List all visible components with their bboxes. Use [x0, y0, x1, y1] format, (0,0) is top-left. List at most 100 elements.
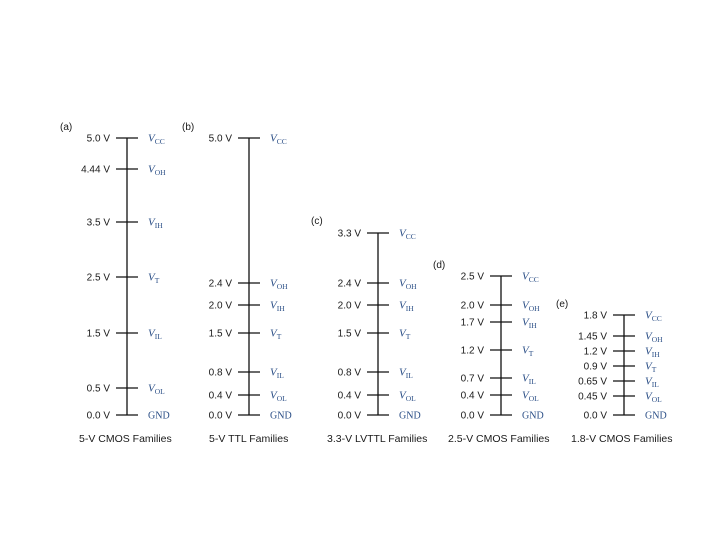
family-b-vol-label: VOL	[270, 390, 287, 404]
family-b-vcc-label: VCC	[270, 133, 287, 147]
family-a-vt-label: VT	[148, 272, 160, 286]
family-c-vcc-voltage: 3.3 V	[338, 229, 362, 240]
family-a-vih-label: VIH	[148, 217, 163, 231]
family-e-vih-voltage: 1.2 V	[584, 347, 608, 358]
family-a-vcc-label: VCC	[148, 133, 165, 147]
family-a-vih-symbol: V	[148, 217, 156, 229]
family-e-vt-voltage: 0.9 V	[584, 362, 608, 373]
family-d-voh-voltage: 2.0 V	[461, 301, 485, 312]
family-d-vil-label: VIL	[522, 373, 536, 387]
family-b-vil-label: VIL	[270, 367, 284, 381]
family-a-voh-subscript: OH	[155, 168, 166, 177]
family-e-vil-label: VIL	[645, 376, 659, 390]
family-e-vcc-symbol: V	[645, 310, 653, 322]
family-d-vcc-voltage: 2.5 V	[461, 272, 485, 283]
family-d-vih-voltage: 1.7 V	[461, 318, 485, 329]
family-a-voh-label: VOH	[148, 164, 166, 178]
family-c-voh-symbol: V	[399, 278, 407, 290]
family-a-vil-label: VIL	[148, 328, 162, 342]
family-e-voh-subscript: OH	[652, 335, 663, 344]
family-a-vol-label: VOL	[148, 383, 165, 397]
family-e-vol-subscript: OL	[652, 395, 662, 404]
family-c-vih-subscript: IH	[406, 304, 414, 313]
family-c-vol-symbol: V	[399, 390, 407, 402]
family-a-vt-subscript: T	[155, 276, 160, 285]
family-b-vt-subscript: T	[277, 332, 282, 341]
family-e-vih-label: VIH	[645, 346, 660, 360]
family-e-vt-label: VT	[645, 361, 657, 375]
family-c-vih-voltage: 2.0 V	[338, 301, 362, 312]
family-b-vcc-subscript: CC	[277, 137, 287, 146]
family-d-vol-subscript: OL	[529, 394, 539, 403]
family-e-tag: (e)	[556, 299, 568, 310]
family-c-vil-symbol: V	[399, 367, 407, 379]
family-c-voh-subscript: OH	[406, 282, 417, 291]
family-e-vol-voltage: 0.45 V	[578, 392, 607, 403]
family-b-vol-symbol: V	[270, 390, 278, 402]
family-c-gnd-label: GND	[399, 411, 421, 422]
family-b-vol-voltage: 0.4 V	[209, 391, 233, 402]
family-c-caption: 3.3-V LVTTL Families	[327, 433, 427, 445]
family-b-tag: (b)	[182, 122, 194, 133]
family-d-vt-subscript: T	[529, 349, 534, 358]
family-e-vcc-label: VCC	[645, 310, 662, 324]
family-e-voh-symbol: V	[645, 331, 653, 343]
family-d-vil-symbol: V	[522, 373, 530, 385]
family-a-gnd-voltage: 0.0 V	[87, 411, 111, 422]
family-d-vih-label: VIH	[522, 317, 537, 331]
family-c-vol-voltage: 0.4 V	[338, 391, 362, 402]
family-d-voh-subscript: OH	[529, 304, 540, 313]
family-c-voh-voltage: 2.4 V	[338, 279, 362, 290]
family-a-caption: 5-V CMOS Families	[79, 433, 172, 445]
family-d-voh-symbol: V	[522, 300, 530, 312]
family-e-vih-symbol: V	[645, 346, 653, 358]
family-e-voh-voltage: 1.45 V	[578, 332, 607, 343]
family-a-vih-subscript: IH	[155, 221, 163, 230]
family-a-vil-subscript: IL	[155, 332, 162, 341]
family-e-gnd-label: GND	[645, 411, 667, 422]
family-b-voh-label: VOH	[270, 278, 288, 292]
family-c-vol-label: VOL	[399, 390, 416, 404]
family-d-vil-voltage: 0.7 V	[461, 374, 485, 385]
family-d-vih-subscript: IH	[529, 321, 537, 330]
family-b-vt-voltage: 1.5 V	[209, 329, 233, 340]
family-c-gnd-voltage: 0.0 V	[338, 411, 362, 422]
family-b-vcc-symbol: V	[270, 133, 278, 145]
family-a-voh-voltage: 4.44 V	[81, 165, 110, 176]
family-b-gnd-label: GND	[270, 411, 292, 422]
family-c-vih-label: VIH	[399, 300, 414, 314]
family-a-vcc-voltage: 5.0 V	[87, 134, 111, 145]
family-e-gnd-voltage: 0.0 V	[584, 411, 608, 422]
family-e-vt-symbol: V	[645, 361, 653, 373]
family-a-vt-symbol: V	[148, 272, 156, 284]
family-b-voh-voltage: 2.4 V	[209, 279, 233, 290]
family-a-vil-symbol: V	[148, 328, 156, 340]
family-b-vt-label: VT	[270, 328, 282, 342]
family-a-tag: (a)	[60, 122, 72, 133]
family-c-vt-voltage: 1.5 V	[338, 329, 362, 340]
family-a-vih-voltage: 3.5 V	[87, 218, 111, 229]
family-d-vt-symbol: V	[522, 345, 530, 357]
family-c-vt-subscript: T	[406, 332, 411, 341]
family-d-vt-voltage: 1.2 V	[461, 346, 485, 357]
family-d-caption: 2.5-V CMOS Families	[448, 433, 550, 445]
family-e-vil-symbol: V	[645, 376, 653, 388]
family-b-voh-subscript: OH	[277, 282, 288, 291]
family-b-gnd-voltage: 0.0 V	[209, 411, 233, 422]
family-b-caption: 5-V TTL Families	[209, 433, 288, 445]
family-a-gnd-label: GND	[148, 411, 170, 422]
family-a-vol-subscript: OL	[155, 387, 165, 396]
family-a-vol-symbol: V	[148, 383, 156, 395]
family-d-tag: (d)	[433, 260, 445, 271]
family-a-vt-voltage: 2.5 V	[87, 273, 111, 284]
family-d-vcc-subscript: CC	[529, 275, 539, 284]
family-c-vt-label: VT	[399, 328, 411, 342]
family-c-vcc-subscript: CC	[406, 232, 416, 241]
family-e-vcc-subscript: CC	[652, 314, 662, 323]
family-e-vih-subscript: IH	[652, 350, 660, 359]
